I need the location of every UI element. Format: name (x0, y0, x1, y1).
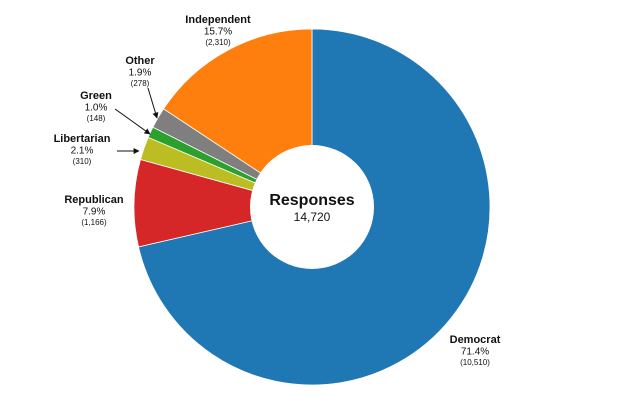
center-title: Responses (269, 192, 354, 209)
slice-label: Other (125, 55, 155, 67)
slice-count: (278) (131, 79, 150, 88)
label-arrow (147, 87, 159, 119)
center-total: 14,720 (294, 210, 331, 224)
slice-count: (310) (73, 157, 92, 166)
slice-count: (10,510) (460, 358, 490, 367)
slice-count: (1,166) (81, 218, 107, 227)
donut-hole (250, 145, 374, 269)
label-arrow (114, 108, 151, 135)
slice-count: (148) (87, 114, 106, 123)
slice-label: Green (80, 90, 112, 102)
slice-percent: 71.4% (461, 347, 489, 358)
slice-percent: 1.9% (129, 68, 152, 79)
slice-count: (2,310) (205, 38, 231, 47)
slice-percent: 1.0% (85, 103, 108, 114)
slice-percent: 7.9% (83, 207, 106, 218)
slice-label: Libertarian (54, 133, 111, 145)
slice-label: Democrat (450, 334, 501, 346)
slice-label: Republican (64, 194, 124, 206)
slice-percent: 2.1% (71, 146, 94, 157)
slice-percent: 15.7% (204, 27, 232, 38)
slice-label: Independent (185, 14, 251, 26)
